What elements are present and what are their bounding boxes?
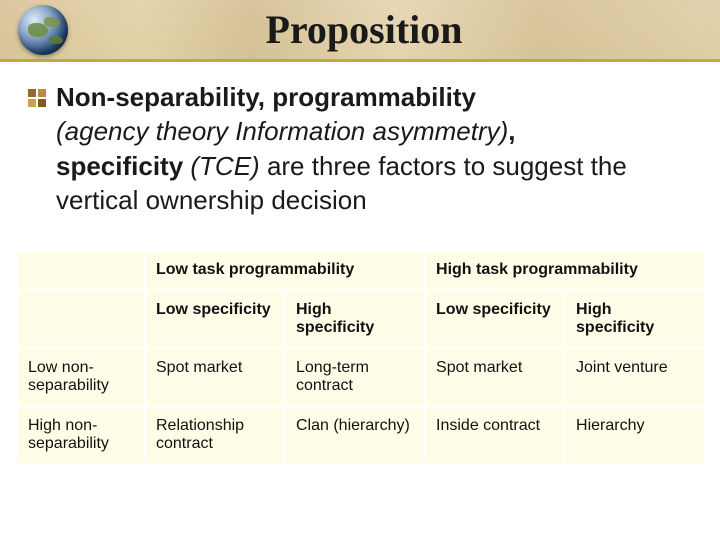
cell: Relationship contract [145,406,285,464]
txt-tce: (TCE) [183,151,267,181]
table-row: High non-separability Relationship contr… [17,406,705,464]
rowlabel-low-nonsep: Low non-separability [17,348,145,406]
bullet-icon [28,89,46,107]
cell: Inside contract [425,406,565,464]
table-row: Low specificity High specificity Low spe… [17,290,705,348]
body-paragraph: Non-separability, programmability (agenc… [56,80,692,217]
subheader-low-spec-2: Low specificity [425,290,565,348]
cell: Clan (hierarchy) [285,406,425,464]
header-high-prog: High task programmability [425,250,705,290]
txt-comma: , [508,116,515,146]
header-low-prog: Low task programmability [145,250,425,290]
matrix-table: Low task programmability High task progr… [16,249,706,465]
txt-specificity: specificity [56,151,183,181]
cell: Joint venture [565,348,705,406]
corner-cell [17,250,145,290]
txt-nonsep-prog: Non-separability, programmability [56,82,476,112]
decision-matrix: Low task programmability High task progr… [16,249,704,465]
title-band: Proposition [0,0,720,62]
globe-icon [18,5,68,55]
bullet-row: Non-separability, programmability (agenc… [28,80,692,217]
cell: Spot market [425,348,565,406]
rowlabel-high-nonsep: High non-separability [17,406,145,464]
subheader-low-spec-1: Low specificity [145,290,285,348]
cell: Long-term contract [285,348,425,406]
subheader-blank [17,290,145,348]
subheader-high-spec-1: High specificity [285,290,425,348]
txt-agency-theory: (agency theory Information asymmetry) [56,116,508,146]
table-row: Low task programmability High task progr… [17,250,705,290]
cell: Hierarchy [565,406,705,464]
subheader-high-spec-2: High specificity [565,290,705,348]
slide-title: Proposition [68,6,720,53]
table-row: Low non-separability Spot market Long-te… [17,348,705,406]
cell: Spot market [145,348,285,406]
slide-body: Non-separability, programmability (agenc… [0,62,720,227]
